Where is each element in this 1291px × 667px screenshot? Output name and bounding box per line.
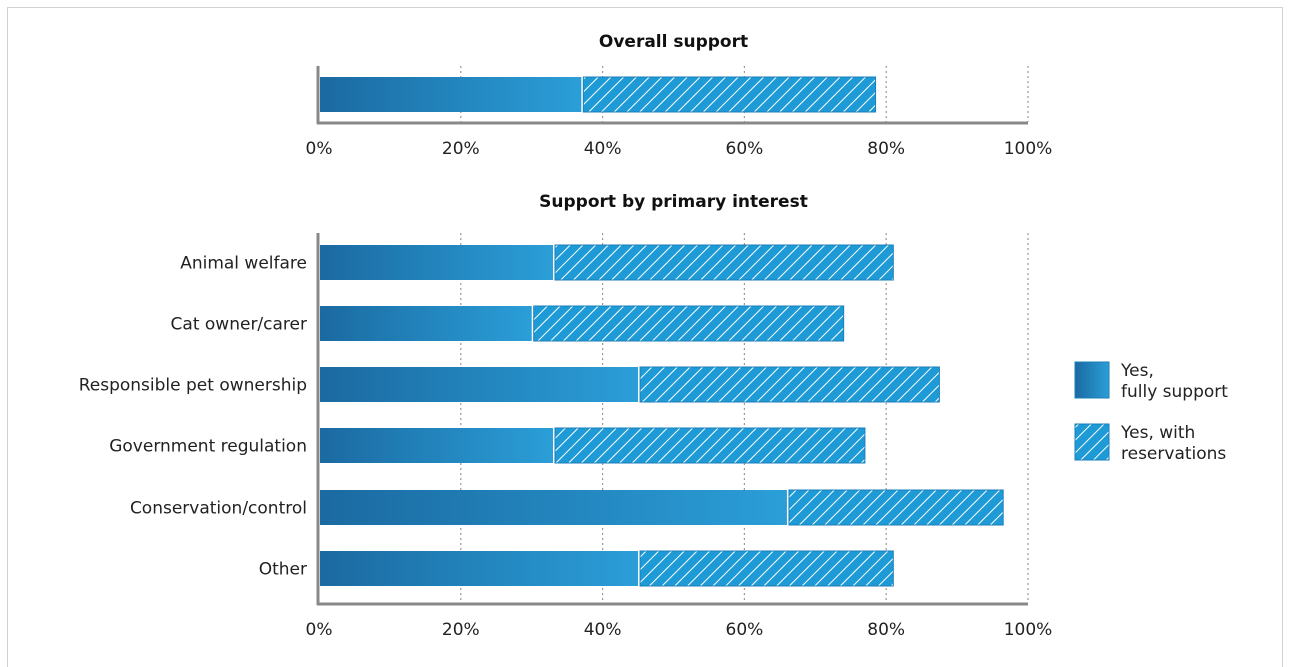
x-tick-label: 40% <box>584 139 622 159</box>
category-label: Responsible pet ownership <box>79 376 307 396</box>
x-tick-label: 60% <box>726 139 764 159</box>
chart-frame <box>7 7 1283 667</box>
bar-with-reservations <box>582 76 877 113</box>
bar-with-reservations <box>554 244 894 281</box>
legend-label: fully support <box>1121 382 1228 402</box>
x-tick-label: 80% <box>867 139 905 159</box>
legend-label: Yes, <box>1120 361 1154 381</box>
category-label: Government regulation <box>109 437 307 457</box>
legend-label: Yes, with <box>1120 423 1195 443</box>
legend-swatch <box>1074 423 1110 461</box>
x-tick-label: 80% <box>867 620 905 640</box>
category-label: Animal welfare <box>180 254 307 274</box>
bar-fully-support <box>320 77 582 112</box>
bar-fully-support <box>320 367 639 402</box>
legend-label: reservations <box>1121 444 1226 464</box>
x-tick-label: 100% <box>1004 620 1053 640</box>
category-label: Cat owner/carer <box>171 315 307 335</box>
bar-fully-support <box>320 306 532 341</box>
x-tick-label: 100% <box>1004 139 1053 159</box>
bar-fully-support <box>320 428 553 463</box>
x-tick-label: 40% <box>584 620 622 640</box>
category-label: Other <box>259 560 307 580</box>
x-tick-label: 20% <box>442 139 480 159</box>
bar-with-reservations <box>639 550 894 587</box>
x-tick-label: 0% <box>306 139 333 159</box>
x-tick-label: 60% <box>726 620 764 640</box>
category-label: Conservation/control <box>130 499 307 519</box>
bar-with-reservations <box>788 489 1004 526</box>
x-tick-label: 0% <box>306 620 333 640</box>
bar-fully-support <box>320 245 553 280</box>
chart-title: Overall support <box>599 32 748 52</box>
bar-with-reservations <box>554 427 866 464</box>
bar-with-reservations <box>533 305 845 342</box>
bar-fully-support <box>320 551 639 586</box>
bar-fully-support <box>320 490 787 525</box>
x-tick-label: 20% <box>442 620 480 640</box>
chart-title: Support by primary interest <box>539 192 808 212</box>
chart-canvas: Overall support 0% 20% 40% 60% 80% 100% Support… <box>79 32 1229 640</box>
bar-with-reservations <box>639 366 940 403</box>
legend-swatch <box>1074 361 1110 399</box>
